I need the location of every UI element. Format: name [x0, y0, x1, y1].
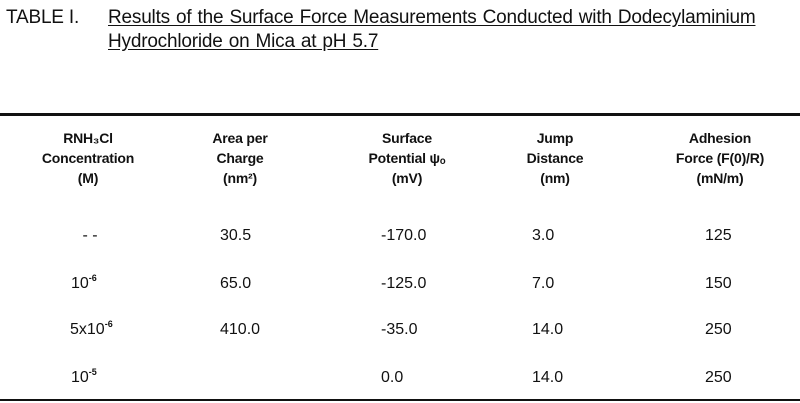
cell-jump: 3.0: [532, 227, 555, 244]
cell-potential: -170.0: [381, 227, 427, 244]
header-jump-distance: Jump Distance (nm): [485, 128, 625, 188]
cell-potential: -125.0: [381, 275, 427, 292]
header-surface-potential: Surface Potential ψₒ (mV): [332, 128, 482, 188]
cell-concentration: 10-6: [71, 272, 97, 296]
cell-concentration: 5x10-6: [70, 318, 113, 342]
table-row: - - 30.5 -170.0 3.0 125: [0, 224, 800, 248]
header-area-line: Area per: [212, 130, 268, 146]
cell-adhesion: 250: [705, 321, 732, 338]
header-jump-line: Distance: [526, 150, 584, 166]
cell-potential: 0.0: [381, 369, 404, 386]
caption-title: Results of the Surface Force Measurement…: [108, 7, 756, 52]
table-row: 10-6 65.0 -125.0 7.0 150: [0, 272, 800, 296]
table-top-rule: [0, 113, 800, 116]
header-potential-line: Surface: [382, 130, 432, 146]
cell-adhesion: 250: [705, 369, 732, 386]
header-area-line: Charge: [216, 150, 264, 166]
header-concentration-line: (M): [77, 170, 99, 186]
concentration-exponent: -6: [88, 273, 97, 283]
concentration-exponent: -5: [88, 367, 97, 377]
header-concentration: RNH₃Cl Concentration (M): [18, 128, 158, 188]
concentration-base: 5x10: [70, 321, 105, 338]
cell-concentration: 10-5: [71, 366, 97, 390]
cell-jump: 14.0: [532, 369, 564, 386]
header-adhesion-force: Adhesion Force (F(0)/R) (mN/m): [640, 128, 800, 188]
header-jump-line: (nm): [540, 170, 570, 186]
cell-jump: 7.0: [532, 275, 555, 292]
header-area-per-charge: Area per Charge (nm²): [170, 128, 310, 188]
header-concentration-line: Concentration: [41, 150, 135, 166]
table-bottom-rule: [0, 399, 800, 401]
concentration-base: - -: [82, 227, 98, 244]
header-concentration-line: RNH₃Cl: [63, 130, 113, 146]
caption-label: TABLE I.: [6, 7, 80, 28]
cell-concentration: - -: [60, 224, 120, 248]
cell-area: 410.0: [220, 321, 261, 338]
cell-area: 30.5: [220, 227, 252, 244]
cell-potential: -35.0: [381, 321, 418, 338]
concentration-base: 10: [71, 275, 89, 292]
concentration-base: 10: [71, 369, 89, 386]
header-potential-line: Potential ψₒ: [368, 150, 446, 166]
cell-jump: 14.0: [532, 321, 564, 338]
header-adhesion-line: Adhesion: [688, 130, 752, 146]
header-adhesion-line: Force (F(0)/R): [675, 150, 765, 166]
header-adhesion-line: (mN/m): [696, 170, 744, 186]
header-jump-line: Jump: [536, 130, 574, 146]
table-row: 5x10-6 410.0 -35.0 14.0 250: [0, 318, 800, 342]
table-row: 10-5 0.0 14.0 250: [0, 366, 800, 390]
cell-area: 65.0: [220, 275, 252, 292]
concentration-exponent: -6: [104, 319, 113, 329]
header-potential-line: (mV): [391, 170, 423, 186]
cell-adhesion: 125: [705, 227, 732, 244]
cell-adhesion: 150: [705, 275, 732, 292]
header-area-line: (nm²): [223, 170, 257, 186]
